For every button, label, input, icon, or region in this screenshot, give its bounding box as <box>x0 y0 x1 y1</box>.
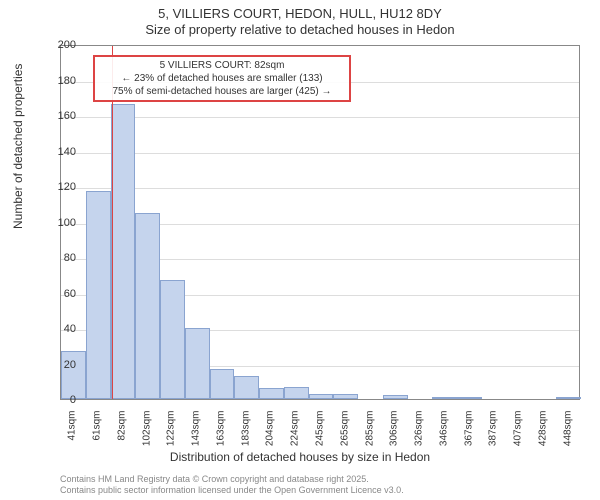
chart-title-line2: Size of property relative to detached ho… <box>0 22 600 37</box>
gridline <box>61 188 579 189</box>
histogram-bar <box>259 388 284 399</box>
x-tick-label: 387sqm <box>488 411 499 451</box>
histogram-bar <box>556 397 581 399</box>
y-tick-label: 100 <box>46 217 76 229</box>
y-tick-label: 60 <box>46 288 76 300</box>
gridline <box>61 117 579 118</box>
y-tick-label: 0 <box>46 394 76 406</box>
x-tick-label: 224sqm <box>290 411 301 451</box>
histogram-bar <box>160 280 185 399</box>
gridline <box>61 153 579 154</box>
x-tick-label: 204sqm <box>265 411 276 451</box>
y-tick-label: 160 <box>46 110 76 122</box>
y-tick-label: 120 <box>46 181 76 193</box>
chart-title-line1: 5, VILLIERS COURT, HEDON, HULL, HU12 8DY <box>0 6 600 21</box>
y-tick-label: 140 <box>46 146 76 158</box>
y-tick-label: 180 <box>46 75 76 87</box>
histogram-bar <box>457 397 482 399</box>
histogram-bar <box>309 394 334 399</box>
y-tick-label: 80 <box>46 252 76 264</box>
histogram-bar <box>185 328 210 399</box>
x-tick-label: 245sqm <box>315 411 326 451</box>
callout-box: 5 VILLIERS COURT: 82sqm ← 23% of detached… <box>93 55 351 102</box>
x-tick-label: 367sqm <box>463 411 474 451</box>
x-tick-label: 61sqm <box>92 411 103 451</box>
y-axis-label: Number of detached properties <box>11 64 25 229</box>
histogram-bar <box>383 395 408 399</box>
x-tick-label: 41sqm <box>67 411 78 451</box>
histogram-bar <box>86 191 111 399</box>
x-tick-label: 82sqm <box>116 411 127 451</box>
histogram-bar <box>234 376 259 399</box>
callout-line2: ← 23% of detached houses are smaller (13… <box>121 73 322 84</box>
y-tick-label: 20 <box>46 359 76 371</box>
x-tick-label: 143sqm <box>191 411 202 451</box>
x-tick-label: 407sqm <box>513 411 524 451</box>
histogram-bar <box>284 387 309 399</box>
histogram-bar <box>135 213 160 399</box>
plot-area: 5 VILLIERS COURT: 82sqm ← 23% of detached… <box>60 45 580 400</box>
x-tick-label: 183sqm <box>240 411 251 451</box>
callout-line1: 5 VILLIERS COURT: 82sqm <box>160 60 285 71</box>
x-tick-label: 428sqm <box>537 411 548 451</box>
y-tick-label: 40 <box>46 323 76 335</box>
x-tick-label: 306sqm <box>389 411 400 451</box>
x-tick-label: 102sqm <box>141 411 152 451</box>
x-tick-label: 346sqm <box>438 411 449 451</box>
histogram-bar <box>111 104 136 399</box>
chart-container: 5, VILLIERS COURT, HEDON, HULL, HU12 8DY… <box>0 0 600 500</box>
footer-line1: Contains HM Land Registry data © Crown c… <box>60 474 369 484</box>
x-tick-label: 326sqm <box>414 411 425 451</box>
x-tick-label: 448sqm <box>562 411 573 451</box>
x-tick-label: 122sqm <box>166 411 177 451</box>
x-tick-label: 265sqm <box>339 411 350 451</box>
x-tick-label: 163sqm <box>215 411 226 451</box>
histogram-bar <box>432 397 457 399</box>
x-axis-label: Distribution of detached houses by size … <box>0 450 600 464</box>
x-tick-label: 285sqm <box>364 411 375 451</box>
histogram-bar <box>333 394 358 399</box>
histogram-bar <box>210 369 235 399</box>
footer-line2: Contains public sector information licen… <box>60 485 404 495</box>
callout-line3: 75% of semi-detached houses are larger (… <box>112 86 331 97</box>
y-tick-label: 200 <box>46 39 76 51</box>
footer-text: Contains HM Land Registry data © Crown c… <box>60 474 404 497</box>
